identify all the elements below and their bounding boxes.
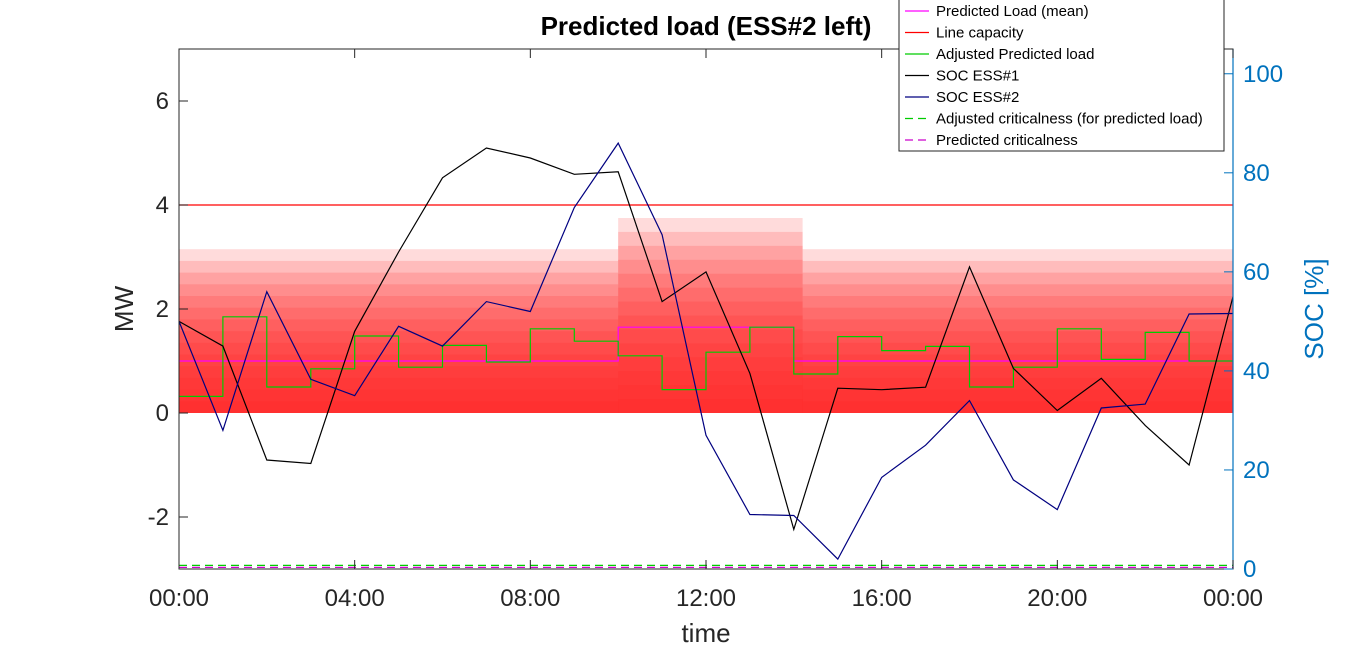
y2-tick-label: 20 [1243, 457, 1270, 484]
x-tick-label: 00:00 [149, 585, 209, 612]
band-layer-0-13 [179, 401, 619, 413]
series-predicted-load-mean [179, 326, 1233, 362]
band-layer-2-6 [802, 319, 1233, 413]
band-layer-1-9 [618, 343, 803, 413]
x-tick-label: 00:00 [1203, 585, 1263, 612]
band-layer-2-13 [802, 401, 1233, 413]
series-soc-ess-1 [178, 147, 1234, 532]
band-layer-1-8 [618, 329, 803, 413]
y2-tick-label: 60 [1243, 259, 1270, 286]
series-adjusted-predicted-load [179, 316, 1233, 397]
band-layer-2-12 [802, 389, 1233, 413]
band-layer-2-11 [802, 377, 1233, 413]
legend-box [898, 0, 1225, 152]
legend-entry: Adjusted Predicted load [936, 46, 1094, 63]
band-layer-1-12 [618, 385, 803, 413]
band-layer-0-11 [179, 377, 619, 413]
x-axis: 00:00 04:00 08:00 12:00 16:00 20:00 00:00 [149, 49, 1263, 612]
y2-tick-label: 0 [1243, 556, 1256, 583]
band-layer-2-4 [802, 296, 1233, 413]
y2-tick-label: 40 [1243, 358, 1270, 385]
band-layer-2-8 [802, 342, 1233, 413]
series-soc-ess-2 [178, 141, 1234, 561]
legend-entry: Predicted Load (mean) [936, 3, 1089, 20]
band-layer-1-5 [618, 287, 803, 413]
band-layer-1-4 [618, 273, 803, 413]
y2-tick-label: 100 [1243, 61, 1283, 88]
legend-entry: SOC ESS#2 [936, 89, 1019, 106]
right-axis: 0 20 40 60 80 100 [1224, 49, 1283, 583]
band-layer-0-12 [179, 389, 619, 413]
y-tick-label: 6 [156, 88, 169, 115]
legend-entry: Line capacity [936, 25, 1024, 42]
legend-entry: Predicted criticalness [936, 132, 1078, 149]
band-layer-1-3 [618, 259, 803, 413]
x-tick-label: 12:00 [676, 585, 736, 612]
band-layer-1-0 [618, 218, 803, 413]
prediction-bands [179, 218, 1233, 413]
y-tick-label: 2 [156, 296, 169, 323]
legend-entry: SOC ESS#1 [936, 68, 1019, 85]
band-layer-1-13 [618, 399, 803, 413]
x-tick-label: 04:00 [325, 585, 385, 612]
x-axis-label: time [681, 618, 730, 648]
band-layer-2-3 [802, 284, 1233, 413]
band-layer-2-0 [802, 249, 1233, 413]
band-layer-2-5 [802, 307, 1233, 413]
y-tick-label: 0 [156, 400, 169, 427]
left-axis: -2 0 2 4 6 [148, 88, 188, 531]
y-axis-label: MW [109, 285, 139, 332]
band-layer-2-9 [802, 354, 1233, 413]
x-tick-label: 20:00 [1027, 585, 1087, 612]
y-tick-label: 4 [156, 192, 169, 219]
band-layer-1-11 [618, 371, 803, 413]
band-layer-1-10 [618, 357, 803, 413]
legend-entry: Adjusted criticalness (for predicted loa… [936, 111, 1203, 128]
legend: Predicted Load (mean) Line capacity Adjust… [898, 0, 1225, 152]
band-layer-1-7 [618, 315, 803, 413]
y2-tick-label: 80 [1243, 160, 1270, 187]
band-layer-1-2 [618, 245, 803, 413]
band-layer-0-10 [179, 366, 619, 413]
y2-axis-label: SOC [%] [1299, 258, 1329, 359]
band-layer-1-6 [618, 301, 803, 413]
chart-title: Predicted load (ESS#2 left) [541, 11, 872, 41]
x-tick-label: 16:00 [852, 585, 912, 612]
y-tick-label: -2 [148, 504, 169, 531]
x-tick-label: 08:00 [500, 585, 560, 612]
